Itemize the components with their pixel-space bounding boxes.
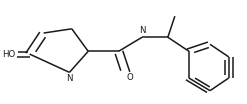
Text: N: N (139, 26, 145, 35)
Text: O: O (127, 73, 134, 82)
Text: N: N (66, 74, 73, 84)
Text: HO: HO (2, 50, 16, 59)
